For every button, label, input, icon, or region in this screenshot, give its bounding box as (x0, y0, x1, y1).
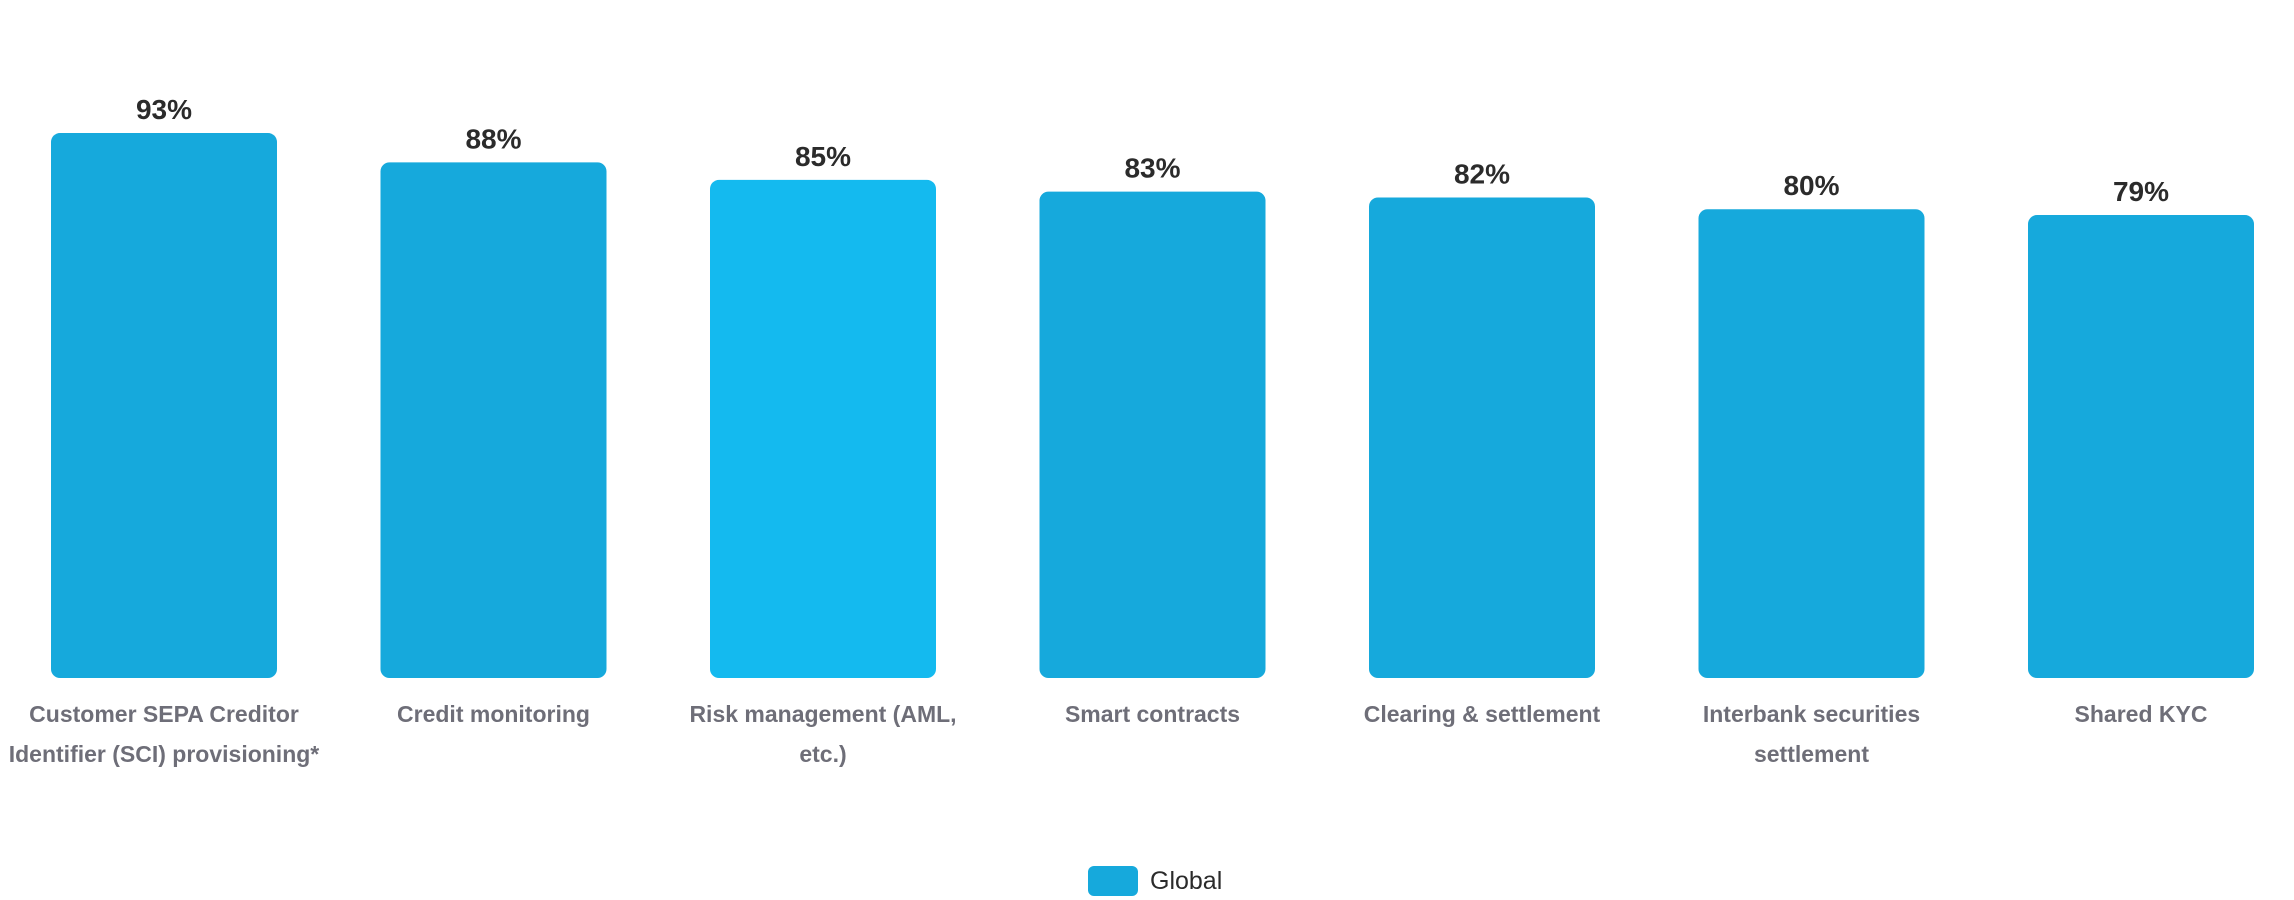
bar-value-label-2: 85% (795, 141, 851, 172)
bar-1[interactable] (380, 162, 607, 678)
bar-3[interactable] (1039, 191, 1266, 678)
bar-value-label-4: 82% (1454, 158, 1510, 189)
category-label-4: Clearing & settlement (1363, 701, 1601, 727)
legend[interactable]: Global (1088, 866, 1222, 896)
category-label-6: Shared KYC (2074, 701, 2208, 727)
category-label-2: Risk management (AML, etc.) (689, 701, 957, 767)
bar-5[interactable] (1698, 209, 1925, 678)
bar-value-label-3: 83% (1124, 153, 1180, 184)
bar-0[interactable] (51, 133, 277, 678)
category-label-5: Interbank securities settlement (1702, 701, 1921, 767)
bar-2[interactable] (710, 179, 936, 678)
bar-value-label-6: 79% (2113, 176, 2169, 207)
bar-value-label-0: 93% (136, 94, 192, 125)
bar-6[interactable] (2028, 215, 2254, 678)
category-label-0: Customer SEPA Creditor Identifier (SCI) … (8, 701, 320, 767)
category-label-3: Smart contracts (1064, 701, 1241, 727)
legend-label-global: Global (1150, 866, 1223, 895)
legend-swatch-global (1088, 866, 1138, 896)
category-label-1: Credit monitoring (397, 701, 590, 727)
bar-value-label-5: 80% (1783, 170, 1839, 201)
bar-4[interactable] (1369, 197, 1595, 679)
bar-value-label-1: 88% (465, 123, 521, 154)
